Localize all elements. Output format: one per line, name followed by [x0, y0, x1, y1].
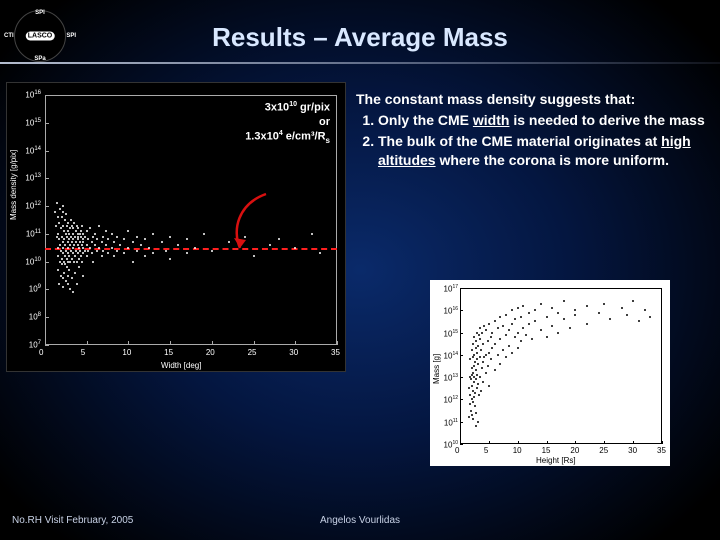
footer-left: No.RH Visit February, 2005: [12, 515, 133, 526]
title-underline: [0, 62, 720, 64]
body-text: The constant mass density suggests that:…: [356, 90, 708, 172]
footer-center: Angelos Vourlidas: [320, 515, 400, 526]
page-title: Results – Average Mass: [0, 22, 720, 53]
list-item: Only the CME width is needed to derive t…: [378, 111, 708, 130]
chart-annotation: 3x1010 gr/pix or 1.3x104 e/cm³/Rs: [200, 100, 330, 146]
lead-sentence: The constant mass density suggests that:: [356, 90, 708, 109]
list-item: The bulk of the CME material originates …: [378, 132, 708, 170]
scatter-chart-right: 1010101110121013101410151016101705101520…: [430, 280, 670, 466]
